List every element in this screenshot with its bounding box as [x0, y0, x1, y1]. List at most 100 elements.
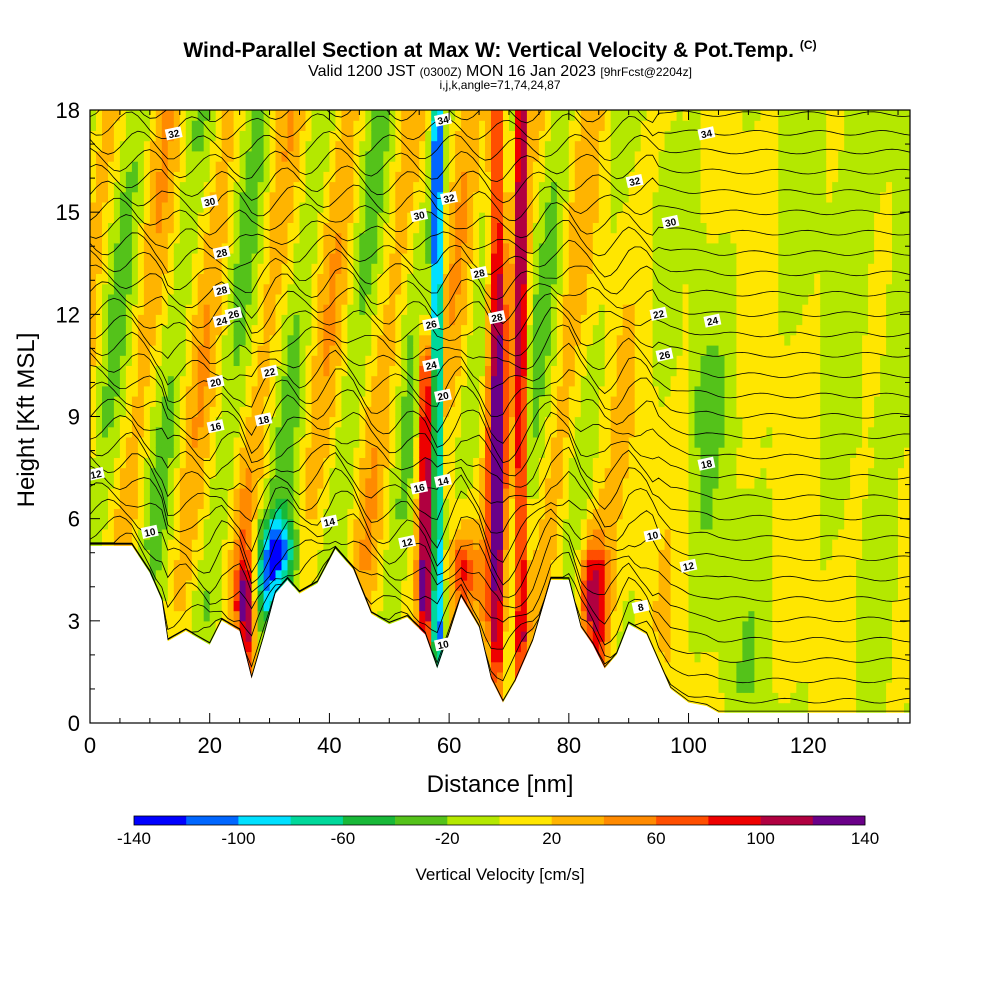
isentrope-line: [90, 515, 910, 623]
isentrope-label-bg: [398, 534, 417, 550]
isentrope-label: 22: [649, 306, 668, 322]
isentrope-label-text: 28: [491, 312, 505, 325]
colorbar-swatch: [812, 816, 866, 825]
isentrope-label-text: 8: [637, 602, 645, 614]
isentrope-lines: [90, 110, 910, 712]
isentrope-line: [90, 248, 910, 300]
colorbar-swatch: [134, 816, 187, 825]
isentrope-line: [90, 197, 910, 239]
isentrope-line: [90, 331, 910, 399]
colorbar-swatch: [342, 816, 396, 825]
isentrope-label: 28: [212, 245, 231, 261]
axes: 0 20 40 60 80 100 120 0 3 6 9 12 15 18: [56, 98, 910, 758]
isentrope-label: 28: [470, 265, 488, 281]
y-tick-label: 6: [68, 507, 80, 532]
isentrope-label-bg: [212, 313, 231, 328]
isentrope-label: 34: [697, 126, 716, 141]
x-tick-label: 20: [197, 733, 221, 758]
x-axis-title: Distance [nm]: [427, 771, 574, 798]
isentrope-label-text: 18: [700, 459, 714, 472]
isentrope-label: 32: [164, 126, 183, 141]
isentrope-label-bg: [434, 388, 452, 403]
isentrope-line: [90, 297, 910, 358]
isentrope-line: [90, 532, 910, 643]
isentrope-line: [90, 381, 910, 464]
colorbar-title: Vertical Velocity [cm/s]: [415, 865, 584, 884]
colorbar-swatch: [290, 816, 344, 825]
isentrope-label: 32: [440, 190, 458, 206]
colorbar-swatch: [603, 816, 657, 825]
isentrope-label-bg: [625, 173, 644, 189]
isentrope-label: 24: [703, 313, 722, 329]
terrain-mask: [90, 545, 910, 723]
isentrope-label-bg: [434, 473, 452, 488]
isentrope-label-text: 24: [706, 315, 720, 328]
colorbar-tick-label: 100: [746, 829, 774, 848]
isentrope-label-bg: [434, 637, 452, 652]
colorbar-tick-label: 60: [647, 829, 666, 848]
isentrope-label-bg: [434, 112, 452, 127]
isentrope-label: 30: [200, 194, 219, 209]
isentrope-label-text: 24: [215, 315, 229, 328]
x-tick-label: 0: [84, 733, 96, 758]
colorbar-frame: [133, 815, 866, 826]
isentrope-label-bg: [410, 208, 429, 223]
isentrope-label: 28: [487, 310, 506, 325]
colorbar-swatch: [186, 816, 239, 825]
isentrope-label-bg: [440, 190, 458, 206]
isentrope-label: 16: [410, 480, 429, 496]
isentrope-label-text: 12: [90, 469, 104, 482]
isentrope-label-text: 28: [215, 247, 229, 260]
x-tick-label: 80: [557, 733, 581, 758]
colorbar-swatch: [656, 816, 709, 825]
isentrope-line: [90, 180, 910, 222]
isentrope-label-bg: [661, 214, 680, 229]
isentrope-label-text: 22: [263, 367, 277, 380]
isentrope-label-text: 30: [413, 210, 427, 223]
isentrope-label-text: 12: [682, 561, 696, 574]
chart-subtitle: Valid 1200 JST (0300Z) MON 16 Jan 2023 […: [308, 63, 692, 80]
isentrope-label-text: 12: [401, 537, 415, 550]
isentrope-label-text: 10: [646, 530, 660, 543]
isentrope-label-text: 26: [658, 350, 672, 363]
isentrope-label-text: 32: [167, 128, 181, 141]
isentrope-label-bg: [410, 480, 429, 495]
isentrope-line: [90, 365, 910, 444]
isentrope-line: [90, 281, 910, 342]
isentrope-label-bg: [164, 126, 183, 141]
y-tick-label: 9: [68, 405, 80, 430]
isentrope-label-text: 28: [473, 268, 487, 281]
isentrope-label: 14: [320, 514, 339, 530]
isentrope-label-text: 16: [413, 482, 427, 495]
isentrope-label: 30: [661, 214, 680, 230]
isentrope-label: 34: [434, 112, 452, 128]
isentrope-label: 32: [625, 173, 644, 189]
isentrope-label: 20: [434, 388, 452, 404]
colorbar-swatch: [708, 816, 761, 825]
isentrope-line: [90, 130, 910, 162]
isentrope-label-bg: [703, 313, 722, 328]
isentrope-label-bg: [206, 419, 225, 434]
isentrope-label: 14: [434, 473, 452, 489]
colorbar-tick-label: -100: [221, 829, 255, 848]
isentrope-label-bg: [254, 412, 273, 427]
isentrope-label-bg: [631, 599, 650, 614]
isentrope-label: 28: [212, 282, 231, 298]
y-axis-title: Height [Kft MSL]: [13, 333, 40, 508]
isentrope-label-text: 14: [323, 516, 337, 529]
isentrope-label-bg: [260, 364, 279, 379]
isentrope-label: 20: [206, 374, 225, 390]
y-tick-label: 18: [56, 98, 80, 123]
colorbar-swatch: [395, 816, 448, 825]
isentrope-label-text: 30: [203, 196, 217, 209]
colorbar-tick-label: 20: [542, 829, 561, 848]
x-tick-label: 100: [670, 733, 707, 758]
isentrope-label: 10: [140, 524, 159, 540]
isentrope-label-text: 32: [628, 176, 642, 189]
isentrope-label-text: 22: [652, 309, 666, 322]
isentrope-label-bg: [422, 357, 441, 372]
colorbar-swatch: [238, 816, 291, 825]
isentrope-label-text: 10: [144, 527, 158, 540]
isentrope-label-bg: [206, 374, 225, 389]
